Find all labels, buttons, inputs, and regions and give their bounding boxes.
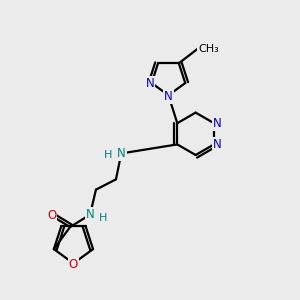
- Text: N: N: [146, 76, 154, 89]
- Text: O: O: [69, 258, 78, 271]
- Text: N: N: [164, 90, 173, 103]
- Text: CH₃: CH₃: [198, 44, 219, 54]
- Text: N: N: [86, 208, 94, 221]
- Text: N: N: [117, 147, 126, 160]
- Text: O: O: [47, 209, 56, 222]
- Text: N: N: [213, 138, 222, 151]
- Text: H: H: [104, 150, 112, 160]
- Text: H: H: [99, 213, 107, 223]
- Text: N: N: [213, 117, 222, 130]
